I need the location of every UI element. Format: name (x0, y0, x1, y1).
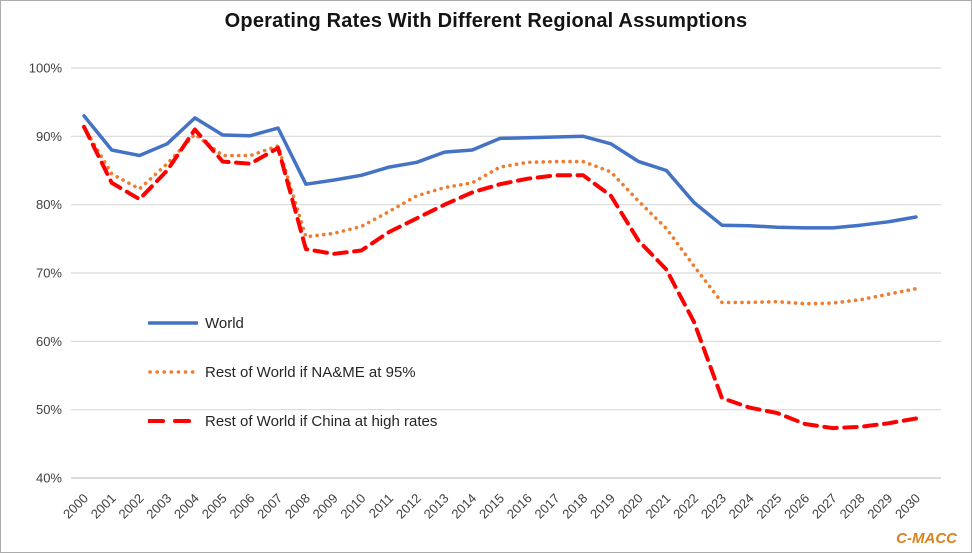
x-axis-label-2007: 2007 (254, 491, 285, 522)
y-axis-label-40: 40% (36, 471, 62, 486)
x-axis-label-2001: 2001 (88, 491, 119, 522)
y-axis-label-90: 90% (36, 129, 62, 144)
x-axis-label-2026: 2026 (781, 491, 812, 522)
legend-item-row-na-me: Rest of World if NA&ME at 95% (148, 361, 416, 383)
x-axis-label-2000: 2000 (60, 491, 91, 522)
legend-line-sample-dotted (148, 370, 198, 374)
x-axis-label-2003: 2003 (143, 491, 174, 522)
watermark-cmacc: C-MACC (896, 530, 957, 547)
legend-item-world: World (148, 312, 244, 334)
x-axis-label-2009: 2009 (310, 491, 341, 522)
y-axis-label-50: 50% (36, 402, 62, 417)
x-axis-label-2021: 2021 (642, 491, 673, 522)
y-axis-label-80: 80% (36, 197, 62, 212)
x-axis-label-2008: 2008 (282, 491, 313, 522)
legend-label-row-na-me: Rest of World if NA&ME at 95% (205, 363, 416, 381)
x-axis-label-2011: 2011 (366, 491, 396, 521)
series-line-1-dotted (82, 125, 918, 306)
y-axis-label-70: 70% (36, 266, 62, 281)
x-axis-label-2018: 2018 (559, 491, 590, 522)
x-axis-label-2019: 2019 (587, 491, 618, 522)
legend-label-world: World (205, 314, 244, 332)
x-axis-label-2005: 2005 (199, 491, 230, 522)
x-axis-label-2027: 2027 (809, 491, 840, 522)
x-axis-label-2014: 2014 (448, 491, 479, 522)
x-axis-label-2015: 2015 (476, 491, 507, 522)
x-axis-label-2013: 2013 (421, 491, 452, 522)
x-axis-label-2023: 2023 (698, 491, 729, 522)
legend-line-sample-solid (148, 321, 198, 325)
x-axis-label-2004: 2004 (171, 491, 202, 522)
series-line-0-solid (82, 114, 918, 230)
legend-line-sample-dashed (148, 419, 198, 423)
x-axis-label-2025: 2025 (753, 491, 784, 522)
legend-item-row-china: Rest of World if China at high rates (148, 410, 437, 432)
x-axis-label-2010: 2010 (337, 491, 368, 522)
legend-label-row-china: Rest of World if China at high rates (205, 412, 438, 430)
x-axis-label-2030: 2030 (892, 491, 923, 522)
x-axis-label-2028: 2028 (837, 491, 868, 522)
x-axis-label-2024: 2024 (726, 491, 757, 522)
x-axis-label-2016: 2016 (504, 491, 535, 522)
x-axis-label-2029: 2029 (864, 491, 895, 522)
x-axis-label-2012: 2012 (393, 491, 424, 522)
chart-title: Operating Rates With Different Regional … (224, 10, 748, 32)
x-axis-label-2017: 2017 (532, 491, 563, 522)
y-axis-label-60: 60% (36, 334, 62, 349)
x-axis-label-2006: 2006 (226, 491, 257, 522)
x-axis-label-2022: 2022 (670, 491, 701, 522)
y-axis-label-100: 100% (29, 61, 63, 76)
x-axis-label-2020: 2020 (615, 491, 646, 522)
x-axis-label-2002: 2002 (116, 491, 147, 522)
series-line-2-dashed (82, 124, 918, 431)
